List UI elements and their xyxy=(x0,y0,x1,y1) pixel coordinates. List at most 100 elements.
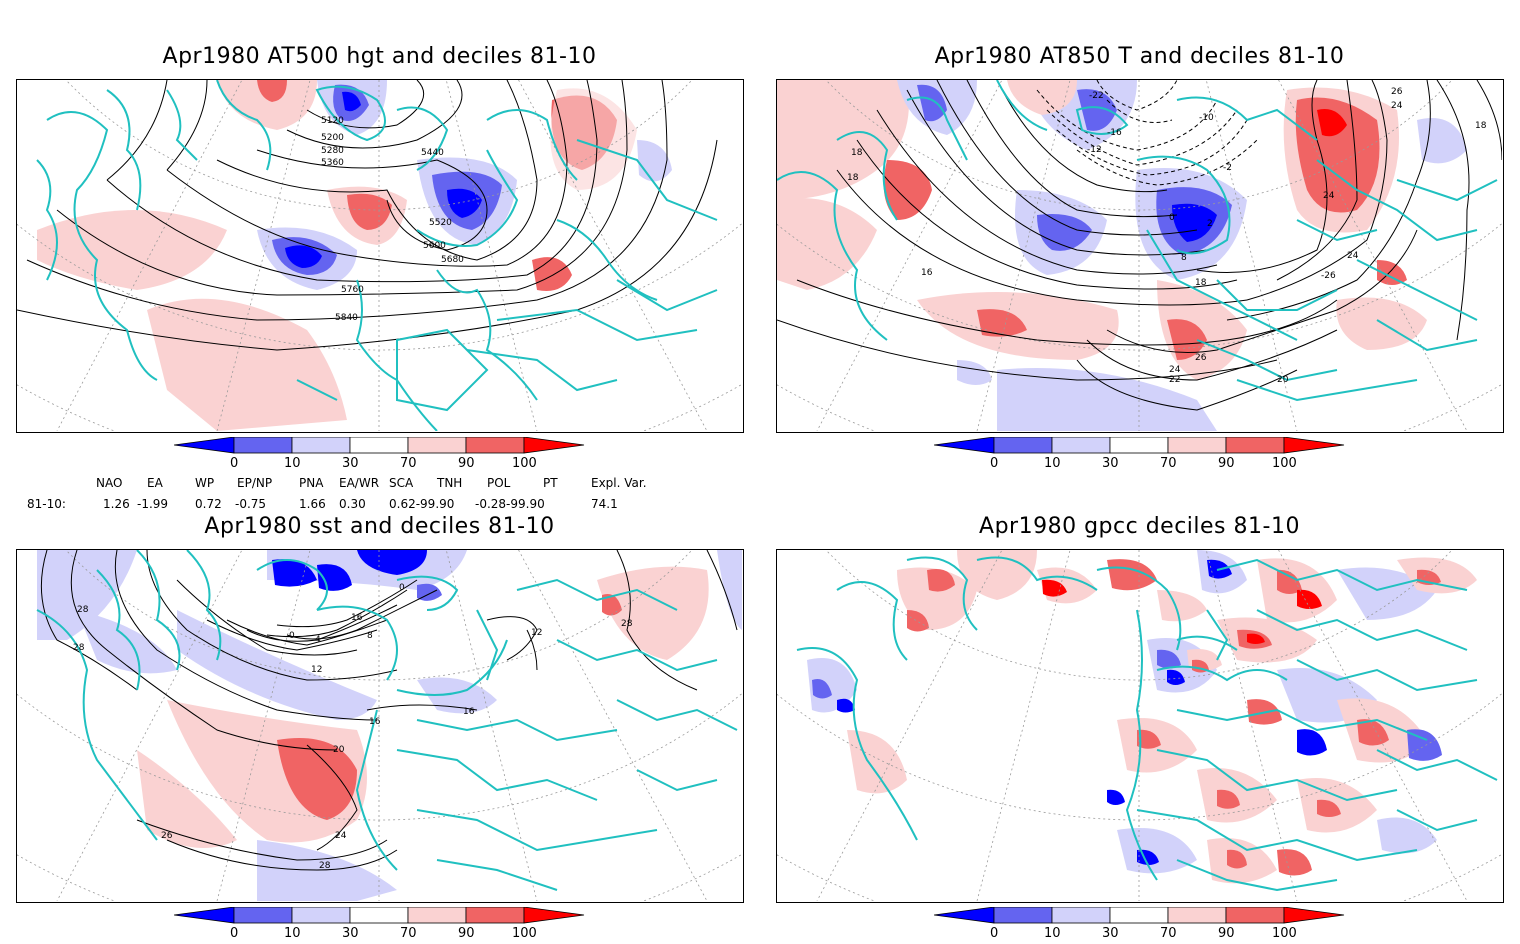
colorbar-tick: 10 xyxy=(1044,456,1061,471)
map-t850: -22 -10 -16 -12 -2 26 24 18 18 16 18 24 … xyxy=(776,79,1504,433)
colorbar-tick: 90 xyxy=(1218,456,1235,471)
label-28-w: 28 xyxy=(73,643,85,653)
label-18-w2: 18 xyxy=(847,173,859,183)
index-value-eawr: 0.30 xyxy=(339,497,366,511)
decile-shading xyxy=(807,550,1477,884)
title-gpcc: Apr1980 gpcc deciles 81-10 xyxy=(979,514,1300,539)
graticule xyxy=(17,550,742,901)
colorbar-tick: 30 xyxy=(1102,926,1119,940)
label-18-e: 18 xyxy=(1475,121,1487,131)
label-28-s: 28 xyxy=(319,861,331,871)
colorbar-tick: 90 xyxy=(458,926,475,940)
label-18-mid: 18 xyxy=(1195,278,1207,288)
index-value-pna: 1.66 xyxy=(299,497,326,511)
colorbar-tick: 70 xyxy=(400,926,417,940)
colorbar-tick: 0 xyxy=(990,456,998,471)
colorbar-tick: 0 xyxy=(230,926,238,940)
label-18-w1: 18 xyxy=(851,148,863,158)
label-20-s: 20 xyxy=(1277,375,1289,385)
contour-labels: 28 28 0 4 12 16 16 20 24 28 26 12 28 0 8… xyxy=(73,583,633,871)
index-header-sca: SCA xyxy=(389,476,414,490)
label-minus12: -12 xyxy=(1087,145,1102,155)
index-header-expl-var: Expl. Var. xyxy=(591,476,647,490)
title-sst: Apr1980 sst and deciles 81-10 xyxy=(204,514,555,539)
index-value-pol-pt: -0.28-99.90 xyxy=(475,497,545,511)
decile-shading xyxy=(777,80,1467,431)
colorbar-swatches xyxy=(173,436,585,454)
index-header-pol: POL xyxy=(487,476,511,490)
contour-labels: 5120 5200 5280 5360 5440 5520 5600 5680 … xyxy=(321,116,464,323)
colorbar-tick: 100 xyxy=(1272,456,1297,471)
temperature-contours-negative xyxy=(1036,80,1258,186)
label-24-mid: 24 xyxy=(1323,191,1335,201)
index-value-nao: 1.26 xyxy=(103,497,130,511)
label-16-w: 16 xyxy=(921,268,933,278)
coastlines xyxy=(777,80,1498,402)
label-5760: 5760 xyxy=(341,285,364,295)
colorbar-bottom-left: 0 10 30 70 90 100 xyxy=(173,906,594,941)
label-5520: 5520 xyxy=(429,218,452,228)
label-22-s: 22 xyxy=(1169,375,1180,385)
label-24-ne: 24 xyxy=(1391,101,1403,111)
colorbar-tick: 70 xyxy=(1160,456,1177,471)
index-row-label: 81-10: xyxy=(27,497,66,511)
coastlines xyxy=(36,550,738,891)
decile-shading xyxy=(37,550,742,901)
title-t850: Apr1980 AT850 T and deciles 81-10 xyxy=(934,44,1345,69)
label-16-n: 16 xyxy=(351,613,363,623)
label-24-s: 24 xyxy=(1169,365,1181,375)
colorbar-tick: 70 xyxy=(400,456,417,471)
colorbar-tick: 10 xyxy=(284,456,301,471)
label-0-mid: 0 xyxy=(1169,213,1175,223)
colorbar-bottom-right: 0 10 30 70 90 100 xyxy=(933,906,1354,941)
index-header-tnh: TNH xyxy=(437,476,463,490)
index-header-wp: WP xyxy=(195,476,215,490)
title-hgt500: Apr1980 AT500 hgt and deciles 81-10 xyxy=(162,44,597,69)
label-0-n: 0 xyxy=(289,631,295,641)
colorbar-tick: 90 xyxy=(458,456,475,471)
coastlines xyxy=(796,556,1498,892)
graticule xyxy=(777,550,1502,901)
colorbar-tick: 70 xyxy=(1160,926,1177,940)
label-26-ne: 26 xyxy=(1391,87,1403,97)
label-8-mid: 8 xyxy=(1181,253,1187,263)
label-12-ne: 12 xyxy=(531,628,542,638)
coastlines xyxy=(36,80,718,431)
teleconnection-index-table: NAO EA WP EP/NP PNA EA/WR SCA TNH POL PT… xyxy=(0,474,760,514)
label-26-sw: 26 xyxy=(161,831,173,841)
index-header-ea: EA xyxy=(147,476,163,490)
label-minus2: -2 xyxy=(1223,163,1232,173)
label-5200: 5200 xyxy=(321,133,344,143)
index-header-epnp: EP/NP xyxy=(237,476,273,490)
index-value-ea: -1.99 xyxy=(137,497,169,511)
sst-contours xyxy=(40,550,738,871)
colorbar-tick: 10 xyxy=(284,926,301,940)
colorbar-tick: 100 xyxy=(512,926,537,940)
colorbar-tick: 30 xyxy=(342,926,359,940)
index-header-pna: PNA xyxy=(299,476,324,490)
label-24: 24 xyxy=(335,831,347,841)
index-value-wp: 0.72 xyxy=(195,497,222,511)
graticule xyxy=(777,80,1502,431)
map-hgt500: 5120 5200 5280 5360 5440 5520 5600 5680 … xyxy=(16,79,744,433)
colorbar-tick: 30 xyxy=(1102,456,1119,471)
label-16-e: 16 xyxy=(463,707,475,717)
colorbar-tick: 100 xyxy=(1272,926,1297,940)
index-value-sca-tnh: 0.62-99.90 xyxy=(389,497,455,511)
colorbar-tick: 90 xyxy=(1218,926,1235,940)
colorbar-tick: 100 xyxy=(512,456,537,471)
label-5120: 5120 xyxy=(321,116,344,126)
colorbar-top-right: 0 10 30 70 90 100 xyxy=(933,436,1354,471)
label-minus22: -22 xyxy=(1089,91,1104,101)
label-24-e: 24 xyxy=(1347,251,1359,261)
label-0-ne: 0 xyxy=(399,583,405,593)
colorbar-swatches xyxy=(933,906,1345,924)
label-minus16: -16 xyxy=(1107,128,1122,138)
contour-labels: -22 -10 -16 -12 -2 26 24 18 18 16 18 24 … xyxy=(847,87,1487,385)
colorbar-top-left: 0 10 30 70 90 100 xyxy=(173,436,594,471)
colorbar-tick: 30 xyxy=(342,456,359,471)
colorbar-tick: 0 xyxy=(230,456,238,471)
label-4: 4 xyxy=(315,635,321,645)
index-header-pt: PT xyxy=(543,476,558,490)
label-20: 20 xyxy=(333,745,345,755)
